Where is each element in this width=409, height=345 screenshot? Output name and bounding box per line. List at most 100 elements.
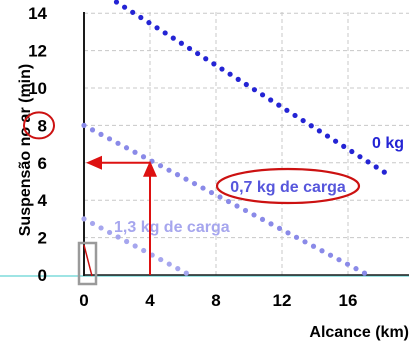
data-point xyxy=(373,164,379,170)
data-point xyxy=(219,66,225,72)
data-point xyxy=(106,229,113,236)
data-point xyxy=(115,140,121,146)
data-point xyxy=(121,4,128,10)
arrow-head-left xyxy=(86,155,102,170)
data-point xyxy=(361,270,368,276)
data-point xyxy=(195,50,201,57)
data-point xyxy=(268,221,274,227)
x-tick-label: 0 xyxy=(79,291,88,310)
arrow-head-up xyxy=(143,160,157,177)
data-point xyxy=(132,149,138,155)
origin-highlight-box xyxy=(77,241,98,286)
data-point xyxy=(183,270,189,276)
data-point xyxy=(344,261,351,267)
x-axis-title: Alcance (km) xyxy=(309,324,409,341)
y-tick-label: 10 xyxy=(28,79,47,98)
data-point xyxy=(81,216,87,222)
data-point xyxy=(324,133,331,139)
data-point xyxy=(138,14,144,21)
data-point xyxy=(268,97,274,103)
data-point xyxy=(365,159,371,165)
data-point xyxy=(225,198,232,205)
x-tick-label: 4 xyxy=(145,291,155,310)
data-point xyxy=(89,220,96,227)
data-point xyxy=(349,148,355,155)
label-highlight-ellipse xyxy=(215,167,361,205)
data-point xyxy=(327,252,334,258)
data-point xyxy=(235,76,241,82)
data-point xyxy=(381,169,387,175)
data-point xyxy=(89,127,96,133)
data-point xyxy=(211,61,217,67)
data-point xyxy=(319,248,325,254)
y-axis-title: Suspensão no ar (min) xyxy=(17,64,34,236)
data-point xyxy=(157,163,164,169)
data-point xyxy=(292,112,298,119)
data-point xyxy=(227,71,233,77)
data-point xyxy=(98,225,104,231)
data-point xyxy=(175,266,181,272)
data-point xyxy=(285,230,291,236)
data-point xyxy=(203,56,209,62)
data-point xyxy=(170,35,176,41)
data-point xyxy=(353,266,359,272)
y-tick-label: 0 xyxy=(38,266,47,285)
data-point xyxy=(154,25,160,31)
data-point xyxy=(276,102,282,108)
data-point xyxy=(243,81,249,88)
data-point xyxy=(140,154,147,160)
data-point xyxy=(336,257,342,263)
x-tick-label: 12 xyxy=(273,291,292,310)
x-tick-label: 16 xyxy=(339,291,358,310)
data-point xyxy=(316,128,322,134)
data-point xyxy=(166,167,172,173)
data-point xyxy=(259,92,266,98)
data-point xyxy=(166,261,172,267)
data-point xyxy=(130,9,136,15)
series-2 xyxy=(81,122,368,276)
data-point xyxy=(174,172,181,178)
data-point xyxy=(234,203,240,209)
y-tick-label: 6 xyxy=(38,154,47,173)
origin-red-line xyxy=(83,244,93,277)
y-tick-label: 12 xyxy=(28,42,47,61)
data-point xyxy=(200,185,206,191)
data-point xyxy=(132,243,138,249)
data-point xyxy=(284,107,290,113)
data-point xyxy=(178,40,184,46)
data-point xyxy=(208,189,215,196)
data-point xyxy=(293,234,300,240)
data-point xyxy=(186,45,193,52)
data-point xyxy=(183,176,189,182)
data-point xyxy=(123,145,130,151)
data-point xyxy=(302,239,308,245)
data-point xyxy=(141,247,147,254)
series-label-1-3kg: 1,3 kg de carga xyxy=(114,219,230,236)
data-point xyxy=(191,180,198,187)
series-label-0kg: 0 kg xyxy=(372,135,404,152)
data-point xyxy=(146,20,152,26)
y-tick-label: 4 xyxy=(38,191,48,210)
data-point xyxy=(276,225,283,231)
series-1 xyxy=(113,0,387,175)
data-point xyxy=(357,154,363,160)
series-3 xyxy=(81,216,189,276)
data-point xyxy=(115,234,121,240)
data-point xyxy=(333,138,339,144)
data-point xyxy=(251,87,258,93)
data-point xyxy=(162,30,168,36)
data-point xyxy=(113,0,120,5)
data-point xyxy=(81,122,87,128)
data-point xyxy=(158,256,164,263)
y-tick-label: 2 xyxy=(38,229,47,248)
data-point xyxy=(217,194,223,200)
data-point xyxy=(98,131,104,137)
x-tick-label: 8 xyxy=(211,291,220,310)
data-point xyxy=(259,216,266,223)
series-label-0-7kg: 0,7 kg de carga xyxy=(230,179,346,196)
data-point xyxy=(106,136,113,142)
data-point xyxy=(308,123,314,129)
data-point xyxy=(242,207,249,214)
y-tick-label: 14 xyxy=(28,4,47,23)
